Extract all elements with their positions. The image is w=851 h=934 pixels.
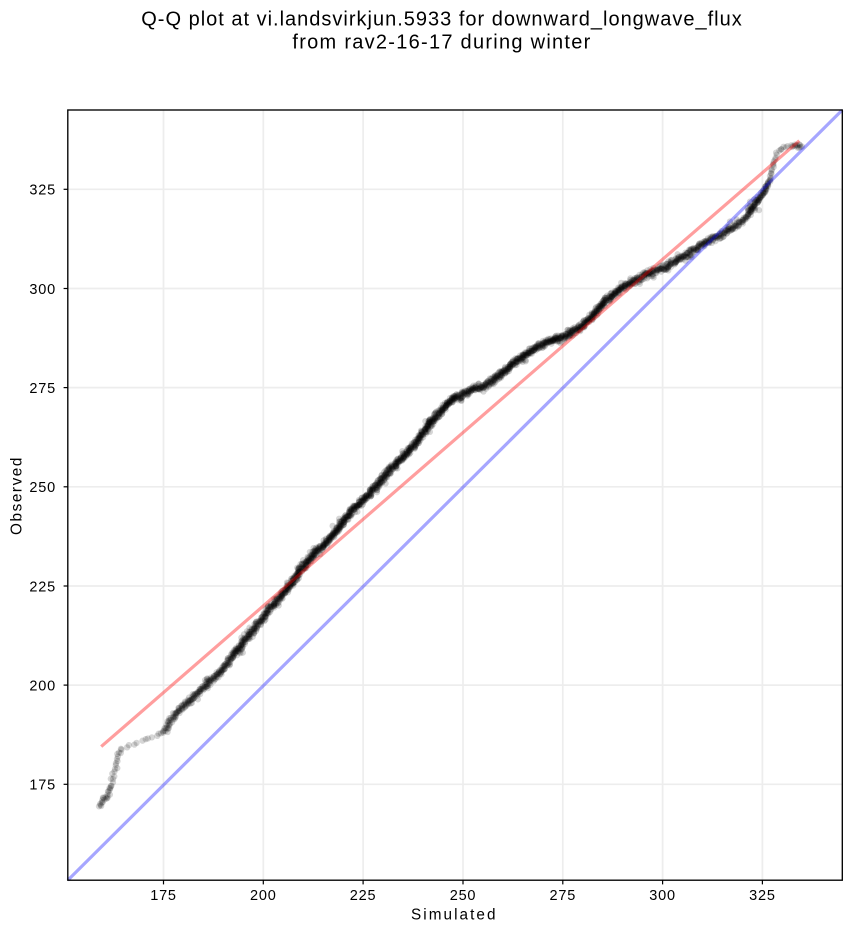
svg-text:250: 250 (29, 480, 56, 496)
svg-text:Observed: Observed (9, 456, 26, 535)
svg-text:225: 225 (29, 579, 56, 595)
svg-text:225: 225 (350, 888, 377, 904)
svg-text:175: 175 (29, 778, 56, 794)
svg-text:Q-Q plot at vi.landsvirkjun.59: Q-Q plot at vi.landsvirkjun.5933 for dow… (141, 9, 743, 31)
svg-text:325: 325 (749, 888, 776, 904)
svg-text:275: 275 (550, 888, 577, 904)
svg-text:300: 300 (649, 888, 676, 904)
svg-text:175: 175 (150, 888, 177, 904)
svg-text:Simulated: Simulated (411, 906, 497, 923)
svg-text:200: 200 (250, 888, 277, 904)
svg-text:200: 200 (29, 678, 56, 694)
svg-text:325: 325 (29, 183, 56, 199)
svg-text:300: 300 (29, 282, 56, 298)
svg-text:275: 275 (29, 381, 56, 397)
svg-text:from rav2-16-17 during winter: from rav2-16-17 during winter (292, 32, 591, 54)
svg-text:250: 250 (450, 888, 477, 904)
